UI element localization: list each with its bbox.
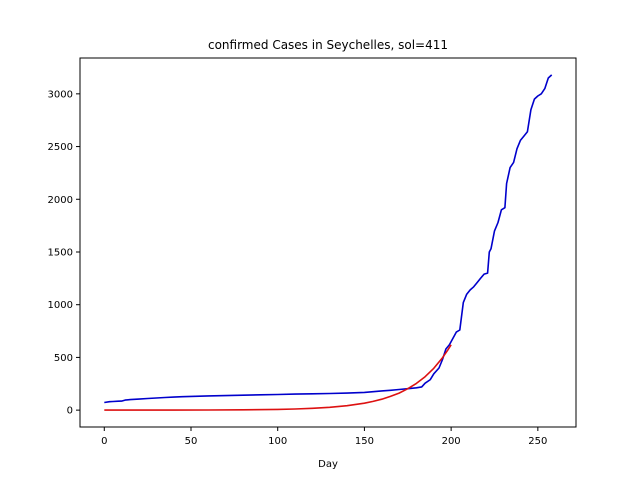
y-tick-label: 1000	[48, 300, 73, 311]
y-tick-label: 2000	[48, 195, 73, 206]
series-layer	[104, 74, 553, 411]
x-tick-label: 150	[355, 436, 374, 447]
x-tick-label: 100	[268, 436, 287, 447]
y-tick-label: 500	[54, 353, 73, 364]
x-axis-label: Day	[318, 459, 338, 470]
x-tick-label: 50	[185, 436, 198, 447]
series-line-2	[104, 344, 452, 411]
plot-area-frame	[79, 57, 577, 428]
x-tick-label: 200	[442, 436, 461, 447]
y-tick-label: 3000	[48, 89, 73, 100]
x-tick-label: 250	[528, 436, 547, 447]
chart-title: confirmed Cases in Seychelles, sol=411	[208, 38, 448, 52]
x-tick-label: 0	[101, 436, 107, 447]
y-tick-label: 0	[67, 406, 73, 417]
series-line-1	[104, 74, 553, 404]
y-tick-label: 2500	[48, 142, 73, 153]
y-tick-label: 1500	[48, 247, 73, 258]
